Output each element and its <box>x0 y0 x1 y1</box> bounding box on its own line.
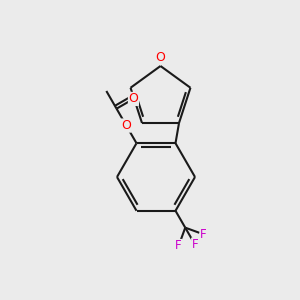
Text: F: F <box>200 228 207 241</box>
Text: O: O <box>122 119 131 132</box>
Text: F: F <box>192 238 198 251</box>
Text: F: F <box>175 239 182 253</box>
Text: O: O <box>156 51 165 64</box>
Text: O: O <box>128 92 138 105</box>
